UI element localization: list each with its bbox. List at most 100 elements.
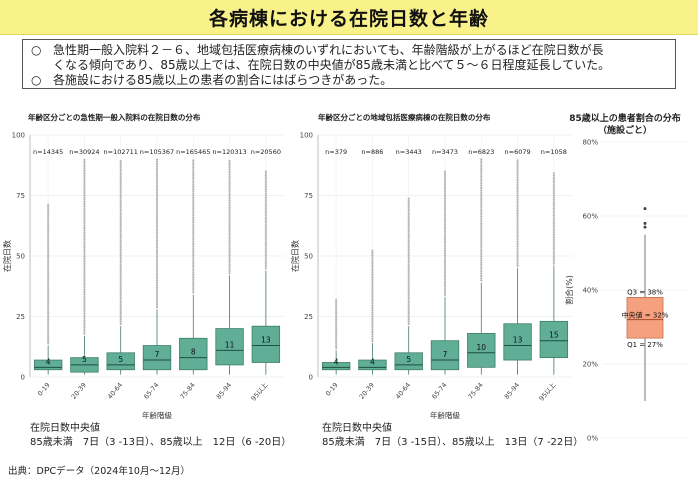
- outlier-point: [192, 247, 195, 250]
- outlier-point: [516, 245, 519, 248]
- n-label: n=105367: [140, 148, 174, 156]
- outlier-point: [119, 285, 122, 288]
- outlier-point: [119, 197, 122, 200]
- outlier-point: [192, 291, 195, 294]
- outlier-point: [155, 248, 159, 251]
- outlier-point: [516, 161, 519, 164]
- outlier-point: [119, 219, 122, 222]
- outlier-point: [516, 260, 519, 263]
- outlier-point: [83, 288, 86, 291]
- median-label: 4: [334, 357, 339, 366]
- outlier-point: [83, 238, 86, 241]
- outlier-point: [155, 224, 159, 227]
- outlier-point: [83, 277, 86, 280]
- outlier-point: [83, 260, 86, 263]
- x-tick-label: 65-74: [142, 381, 160, 401]
- outlier-point: [192, 245, 195, 248]
- outlier-point: [371, 284, 374, 287]
- outlier-point: [443, 170, 447, 173]
- outlier-point: [407, 303, 410, 306]
- median-note-community: 在院日数中央値 85歳未満 7日（3 -15日）、85歳以上 13日（7 -22…: [322, 422, 583, 450]
- outlier-point: [83, 209, 86, 212]
- summary-text-1b: くなる傾向であり、85歳以上では、在院日数の中央値が85歳未満と比べて５～６日程…: [53, 58, 611, 72]
- outlier-point: [83, 257, 86, 260]
- outlier-point: [443, 236, 447, 239]
- outlier-point: [552, 205, 555, 208]
- outlier-point: [228, 223, 231, 226]
- outlier-point: [47, 232, 50, 235]
- y-tick-label: 75: [16, 192, 25, 200]
- x-tick-label: 85-94: [503, 381, 521, 401]
- outlier-point: [83, 233, 86, 236]
- outlier-point: [119, 166, 122, 169]
- outlier-point: [83, 312, 86, 315]
- outlier-point: [155, 184, 159, 188]
- y-tick-label: 0: [309, 374, 313, 382]
- facility-title: 85歳以上の患者割合の分布: [569, 114, 681, 124]
- x-axis-label: 年齢階級: [430, 410, 460, 420]
- outlier-point: [480, 248, 483, 251]
- outlier-point: [552, 247, 555, 250]
- outlier-point: [480, 259, 483, 262]
- outlier-point: [552, 192, 555, 195]
- outlier-point: [119, 215, 122, 218]
- outlier-point: [83, 246, 86, 249]
- median-label: 11: [225, 340, 235, 349]
- outlier-point: [264, 267, 267, 270]
- outlier-point: [443, 197, 447, 200]
- outlier-point: [192, 199, 195, 202]
- outlier-point: [119, 311, 122, 315]
- outlier-point: [407, 204, 410, 207]
- outlier-point: [192, 212, 195, 215]
- box: [215, 328, 244, 366]
- outlier-point: [516, 220, 519, 223]
- outlier-point: [119, 160, 122, 163]
- outlier-point: [264, 207, 267, 210]
- outlier-point: [119, 245, 122, 249]
- outlier-point: [228, 234, 231, 237]
- outlier-point: [47, 287, 50, 290]
- outlier-point: [83, 321, 86, 324]
- outlier-point: [407, 248, 410, 251]
- summary-text-1a: 急性期一般入院料２－６、地域包括医療病棟のいずれにおいても、年齢階級が上がるほど…: [53, 43, 604, 57]
- x-tick-label: 0-19: [36, 381, 52, 397]
- outlier-point: [155, 237, 159, 240]
- x-tick-label: 75-84: [467, 381, 485, 401]
- outlier-point: [480, 164, 483, 168]
- outlier-point: [480, 202, 483, 205]
- outlier-point: [119, 250, 122, 253]
- outlier-point: [264, 240, 267, 243]
- outlier-point: [552, 216, 555, 219]
- outlier-point: [119, 232, 122, 235]
- outlier-point: [119, 175, 122, 178]
- outlier-point: [407, 256, 410, 260]
- outlier-point: [371, 287, 374, 290]
- x-tick-label: 95以上: [249, 380, 270, 402]
- outlier-point: [371, 289, 374, 292]
- outlier-point: [371, 302, 374, 305]
- y-tick-label: 25: [16, 313, 25, 321]
- outlier-point: [83, 187, 86, 190]
- outlier-point: [155, 158, 159, 161]
- outlier-point: [155, 257, 159, 260]
- outlier-point: [407, 215, 410, 218]
- outlier-point: [228, 250, 231, 253]
- outlier-point: [155, 209, 159, 212]
- summary-point-1-cont: くなる傾向であり、85歳以上では、在院日数の中央値が85歳未満と比べて５～６日程…: [31, 58, 667, 73]
- outlier-point: [407, 272, 410, 275]
- outlier-point: [552, 218, 555, 221]
- outlier-point: [155, 253, 159, 256]
- outlier-point: [443, 289, 447, 292]
- outlier-point: [155, 294, 159, 298]
- outlier-point: [264, 181, 267, 184]
- outlier-point: [443, 214, 447, 217]
- box-plot-acute: 0 25 50 75 100 4 n=14345 0-19 5 n=30924 20-39 5 n=10…: [2, 132, 284, 420]
- x-tick-label: 20-39: [358, 381, 376, 401]
- outlier-point: [516, 163, 519, 166]
- outlier-point: [480, 222, 483, 225]
- outlier-point: [83, 286, 86, 289]
- outlier-point: [119, 164, 122, 167]
- outlier-point: [83, 275, 86, 278]
- outlier-point: [47, 260, 50, 263]
- y-tick-label: 0: [21, 374, 25, 382]
